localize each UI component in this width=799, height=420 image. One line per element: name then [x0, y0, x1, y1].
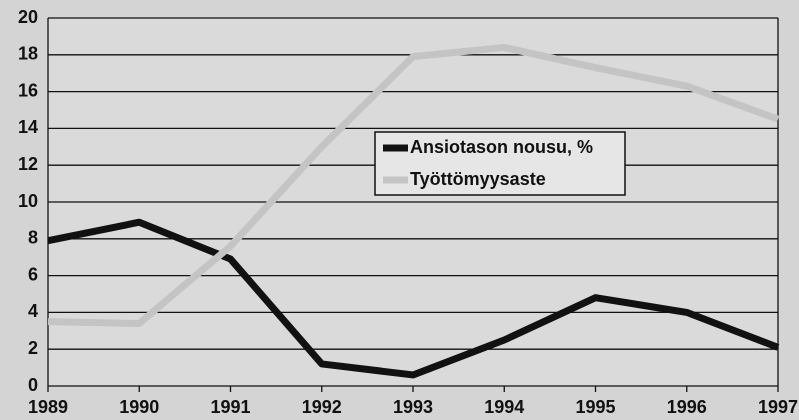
legend-box: [374, 131, 626, 196]
series-line: [47, 43, 780, 327]
x-tick-label: 1989: [28, 397, 68, 417]
y-tick-label: 16: [18, 80, 38, 100]
x-tick-label: 1993: [393, 397, 433, 417]
x-tick-label: 1990: [119, 397, 159, 417]
legend-label: Ansiotason nousu, %: [410, 137, 593, 157]
x-tick-label: 1995: [575, 397, 615, 417]
y-tick-label: 12: [18, 154, 38, 174]
x-tick-label: 1991: [210, 397, 250, 417]
series-line: [47, 218, 780, 379]
x-tick-label: 1996: [667, 397, 707, 417]
x-tick-label: 1992: [302, 397, 342, 417]
y-tick-label: 8: [28, 228, 38, 248]
x-tick-label: 1994: [484, 397, 524, 417]
y-tick-label: 18: [18, 44, 38, 64]
legend-label: Työttömyysaste: [410, 169, 546, 189]
y-tick-label: 20: [18, 7, 38, 27]
y-tick-label: 6: [28, 264, 38, 284]
y-tick-label: 0: [28, 375, 38, 395]
y-tick-label: 4: [28, 301, 38, 321]
y-tick-label: 10: [18, 191, 38, 211]
x-tick-label: 1997: [758, 397, 798, 417]
y-tick-label: 14: [18, 117, 38, 137]
y-tick-label: 2: [28, 338, 38, 358]
